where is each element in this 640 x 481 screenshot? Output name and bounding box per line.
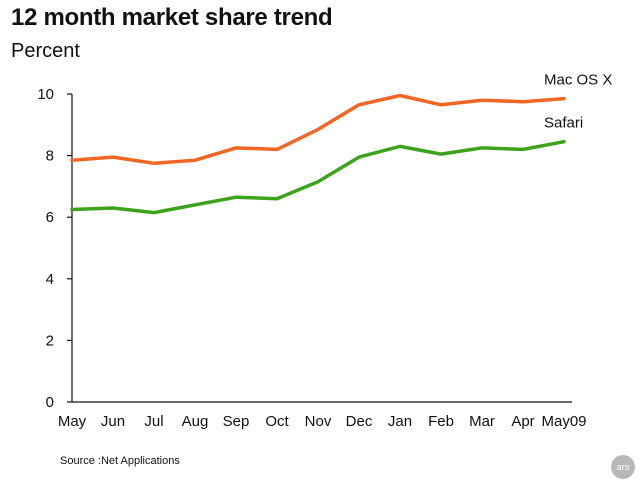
source-note: Source :Net Applications	[60, 455, 180, 467]
x-tick-label: Oct	[265, 413, 289, 430]
y-tick-label: 8	[46, 148, 54, 165]
y-tick-label: 6	[46, 209, 54, 226]
x-tick-label: May09	[541, 413, 586, 430]
x-tick-label: Apr	[511, 413, 534, 430]
series-label-mac-os-x: Mac OS X	[544, 72, 612, 89]
x-tick-label: Feb	[428, 413, 454, 430]
chart-series	[70, 93, 566, 215]
y-tick-label: 10	[37, 86, 54, 103]
x-tick-label: Jan	[388, 413, 412, 430]
x-tick-label: Jul	[144, 413, 163, 430]
y-tick-label: 4	[46, 271, 54, 288]
x-tick-label: Jun	[101, 413, 125, 430]
y-tick-label: 2	[46, 332, 54, 349]
chart-subtitle: Percent	[11, 40, 80, 62]
x-tick-label: May	[58, 413, 87, 430]
chart-axes	[71, 94, 572, 403]
x-tick-label: Sep	[223, 413, 250, 430]
chart-title: 12 month market share trend	[11, 4, 333, 31]
series-labels: Mac OS X Safari	[544, 72, 612, 132]
x-axis-ticks: May Jun Jul Aug Sep Oct Nov Dec Jan Feb Mar Apr May0…	[58, 413, 587, 430]
x-tick-label: Dec	[346, 413, 373, 430]
y-tick-label: 0	[46, 394, 54, 411]
y-axis-ticks: 0 2 4 6 8 10	[37, 86, 72, 411]
series-label-safari: Safari	[544, 115, 583, 132]
x-tick-label: Nov	[305, 413, 332, 430]
ars-logo-icon: ars	[611, 455, 635, 479]
x-tick-label: Mar	[469, 413, 495, 430]
series-line-safari	[70, 139, 566, 215]
x-tick-label: Aug	[182, 413, 209, 430]
